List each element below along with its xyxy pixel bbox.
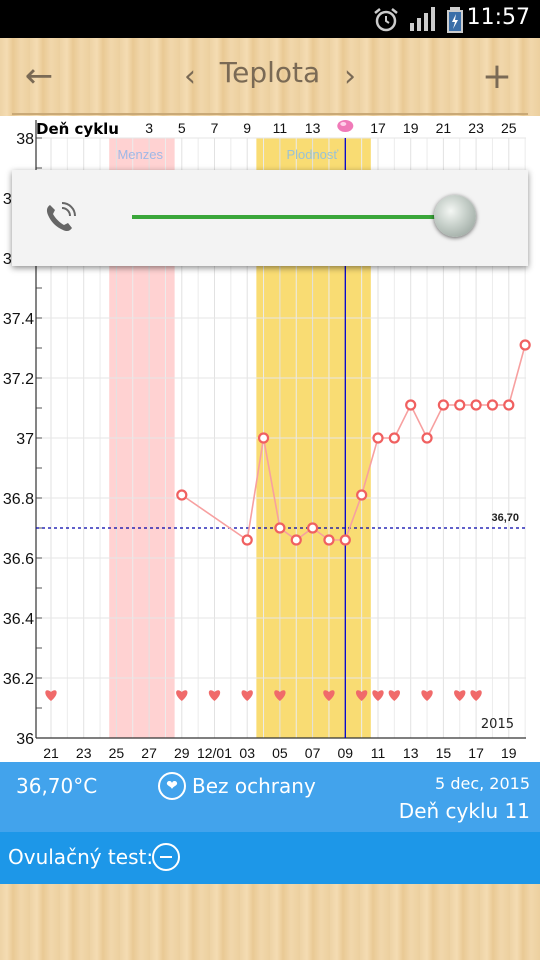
y-tick-label: 36 bbox=[16, 731, 34, 748]
top-tick-label: 17 bbox=[370, 120, 386, 136]
y-tick-label: 36.6 bbox=[3, 551, 34, 568]
year-label: 2015 bbox=[480, 717, 514, 732]
heart-icon bbox=[454, 690, 466, 701]
x-tick-label: 29 bbox=[174, 745, 190, 761]
x-tick-label: 23 bbox=[76, 745, 92, 761]
back-button[interactable]: ← bbox=[24, 56, 54, 96]
x-tick-label: 17 bbox=[468, 745, 484, 761]
x-tick-label: 13 bbox=[403, 745, 419, 761]
temperature-point bbox=[405, 399, 417, 411]
volume-slider-thumb[interactable] bbox=[434, 195, 476, 237]
heart-icon bbox=[372, 690, 384, 701]
temperature-point bbox=[307, 522, 319, 534]
temperature-point bbox=[421, 432, 433, 444]
y-tick-label: 37.4 bbox=[3, 311, 34, 328]
signal-icon bbox=[410, 7, 435, 31]
x-tick-label: 05 bbox=[272, 745, 288, 761]
menses-label: Menzes bbox=[117, 147, 163, 162]
app-bar-divider bbox=[12, 113, 528, 115]
previous-button[interactable]: ‹ bbox=[184, 58, 196, 94]
x-tick-label: 27 bbox=[141, 745, 157, 761]
protection-label: Bez ochrany bbox=[192, 774, 316, 798]
x-tick-label: 09 bbox=[338, 745, 354, 761]
top-tick-label: 5 bbox=[178, 120, 186, 136]
temperature-point bbox=[388, 432, 400, 444]
cycle-day-label: Deň cyklu 11 bbox=[398, 799, 530, 823]
heart-icon bbox=[470, 690, 482, 701]
coverline-label: 36,70 bbox=[491, 512, 519, 524]
x-tick-label: 25 bbox=[109, 745, 125, 761]
temperature-point bbox=[486, 399, 499, 411]
heart-icon bbox=[355, 690, 368, 701]
top-tick-label: 25 bbox=[501, 120, 517, 136]
y-tick-label: 38 bbox=[16, 131, 34, 148]
top-tick-label: 3 bbox=[145, 120, 153, 136]
phone-call-icon bbox=[46, 202, 76, 232]
heart-icon bbox=[388, 690, 401, 701]
temperature-point bbox=[372, 432, 384, 444]
top-tick-label: 13 bbox=[305, 120, 321, 136]
top-axis-title: Deň cyklu bbox=[36, 120, 119, 138]
x-tick-label: 07 bbox=[305, 745, 321, 761]
temperature-point bbox=[454, 399, 466, 411]
current-day-marker bbox=[337, 120, 354, 132]
minus-circle-icon[interactable] bbox=[152, 843, 180, 871]
top-tick-label: 19 bbox=[403, 120, 419, 136]
temperature-point bbox=[257, 432, 270, 444]
add-button[interactable]: + bbox=[481, 55, 513, 97]
temperature-value: 36,70°C bbox=[16, 774, 98, 798]
volume-slider-track[interactable] bbox=[132, 215, 468, 219]
current-day-marker-shine bbox=[340, 122, 347, 126]
heart-icon bbox=[421, 690, 433, 701]
x-tick-label: 21 bbox=[43, 745, 59, 761]
heart-icon bbox=[241, 690, 253, 701]
top-tick-label: 21 bbox=[436, 120, 452, 136]
x-tick-label: 12/01 bbox=[197, 745, 232, 761]
y-tick-label: 37.2 bbox=[3, 371, 34, 388]
y-tick-label: 36.8 bbox=[3, 491, 34, 508]
temperature-point bbox=[470, 399, 482, 411]
temperature-point bbox=[176, 489, 188, 501]
status-bar: 11:57 bbox=[0, 0, 540, 38]
page-title: Teplota bbox=[219, 56, 321, 89]
y-tick-label: 36.2 bbox=[3, 671, 34, 688]
top-tick-label: 23 bbox=[468, 120, 484, 136]
status-time: 11:57 bbox=[466, 5, 530, 30]
heart-icon: ❤ bbox=[158, 772, 186, 800]
temperature-point bbox=[290, 534, 302, 546]
temperature-point bbox=[241, 534, 253, 546]
temperature-point bbox=[437, 399, 449, 411]
temperature-point bbox=[274, 522, 286, 534]
volume-panel bbox=[12, 170, 528, 266]
temperature-point bbox=[503, 399, 515, 411]
top-tick-label: 9 bbox=[243, 120, 251, 136]
x-tick-label: 11 bbox=[371, 745, 386, 761]
ovulation-test-label: Ovulačný test: bbox=[8, 845, 154, 869]
top-tick-label: 11 bbox=[273, 120, 288, 136]
top-tick-label: 7 bbox=[211, 120, 219, 136]
heart-icon bbox=[45, 690, 57, 701]
alarm-icon bbox=[374, 8, 398, 32]
heart-icon bbox=[323, 690, 335, 701]
heart-icon bbox=[176, 690, 188, 701]
info-bar: 36,70°C ❤ Bez ochrany 5 dec, 2015 Deň cy… bbox=[0, 762, 540, 832]
temperature-point bbox=[356, 489, 368, 501]
date-label: 5 dec, 2015 bbox=[435, 774, 530, 793]
y-tick-label: 36.4 bbox=[3, 611, 34, 628]
x-tick-label: 19 bbox=[501, 745, 517, 761]
heart-icon bbox=[274, 690, 286, 701]
fertile-label: Plodnosť bbox=[286, 147, 338, 162]
ovulation-test-bar[interactable]: Ovulačný test: bbox=[0, 832, 540, 884]
battery-icon bbox=[447, 7, 463, 33]
heart-icon bbox=[208, 690, 221, 701]
x-tick-label: 03 bbox=[239, 745, 255, 761]
app-bar: ← ‹ Teplota › + bbox=[0, 38, 540, 114]
next-button[interactable]: › bbox=[344, 58, 356, 94]
y-tick-label: 37 bbox=[16, 431, 34, 448]
temperature-point bbox=[323, 534, 335, 546]
temperature-point bbox=[519, 339, 531, 351]
temperature-point bbox=[339, 534, 351, 546]
x-tick-label: 15 bbox=[436, 745, 452, 761]
